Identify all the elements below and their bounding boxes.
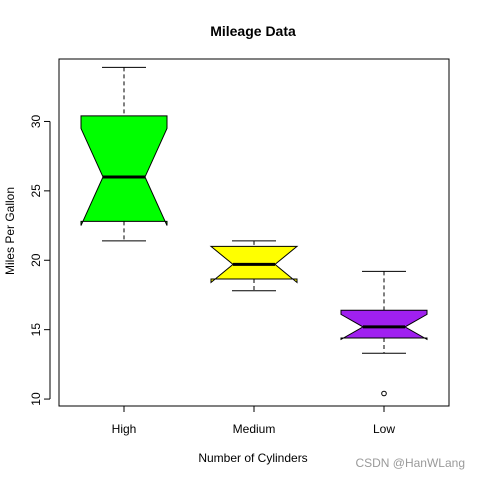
- chart-title: Mileage Data: [210, 23, 296, 39]
- box-low: [340, 270, 428, 397]
- x-tick-label: High: [112, 422, 137, 436]
- box-medium: [209, 240, 299, 292]
- y-tick-label: 30: [29, 114, 43, 128]
- notched-box: [80, 115, 168, 226]
- outlier-point: [381, 390, 387, 397]
- x-tick-label: Medium: [233, 422, 276, 436]
- x-axis: High Medium Low: [112, 405, 395, 436]
- box-high: [80, 66, 168, 242]
- y-tick-label: 15: [29, 323, 43, 337]
- y-tick-label: 25: [29, 184, 43, 198]
- notched-box: [340, 309, 428, 341]
- y-tick-label: 20: [29, 253, 43, 267]
- y-axis-label: Miles Per Gallon: [3, 187, 17, 275]
- x-tick-label: Low: [373, 422, 395, 436]
- y-tick-label: 10: [29, 392, 43, 406]
- plot-frame: [58, 58, 450, 407]
- boxes-group: [80, 66, 428, 397]
- watermark: CSDN @HanWLang: [355, 456, 465, 470]
- x-axis-label: Number of Cylinders: [198, 451, 307, 465]
- y-axis: 10 15 20 25 30: [29, 114, 51, 406]
